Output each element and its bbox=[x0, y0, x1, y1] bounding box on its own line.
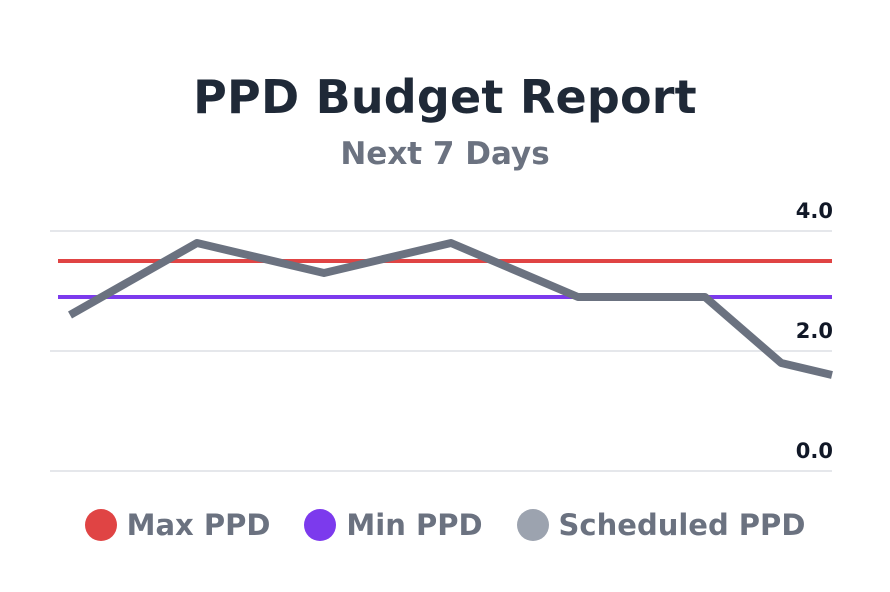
chart-subtitle: Next 7 Days bbox=[340, 136, 550, 172]
y-tick-label: 0.0 bbox=[796, 439, 833, 463]
legend-swatch-max-ppd bbox=[84, 509, 117, 541]
legend-label-scheduled-ppd: Scheduled PPD bbox=[558, 508, 806, 542]
series-lines bbox=[58, 239, 833, 379]
legend-swatch-scheduled-ppd bbox=[516, 509, 549, 541]
legend-item-max-ppd[interactable]: Max PPD bbox=[84, 508, 271, 542]
legend-item-min-ppd[interactable]: Min PPD bbox=[304, 508, 483, 542]
y-axis-ticks: 4.0 2.0 0.0 bbox=[796, 199, 833, 463]
y-tick-label: 4.0 bbox=[796, 199, 833, 223]
legend-label-max-ppd: Max PPD bbox=[126, 508, 271, 542]
legend: Max PPD Min PPD Scheduled PPD bbox=[0, 508, 890, 542]
legend-swatch-min-ppd bbox=[304, 509, 337, 541]
y-tick-label: 2.0 bbox=[796, 319, 833, 343]
chart-title: PPD Budget Report bbox=[193, 70, 697, 124]
grid-lines bbox=[50, 230, 832, 472]
legend-label-min-ppd: Min PPD bbox=[346, 508, 483, 542]
series-line-scheduled-ppd[interactable] bbox=[68, 239, 833, 379]
legend-item-scheduled-ppd[interactable]: Scheduled PPD bbox=[516, 508, 806, 542]
